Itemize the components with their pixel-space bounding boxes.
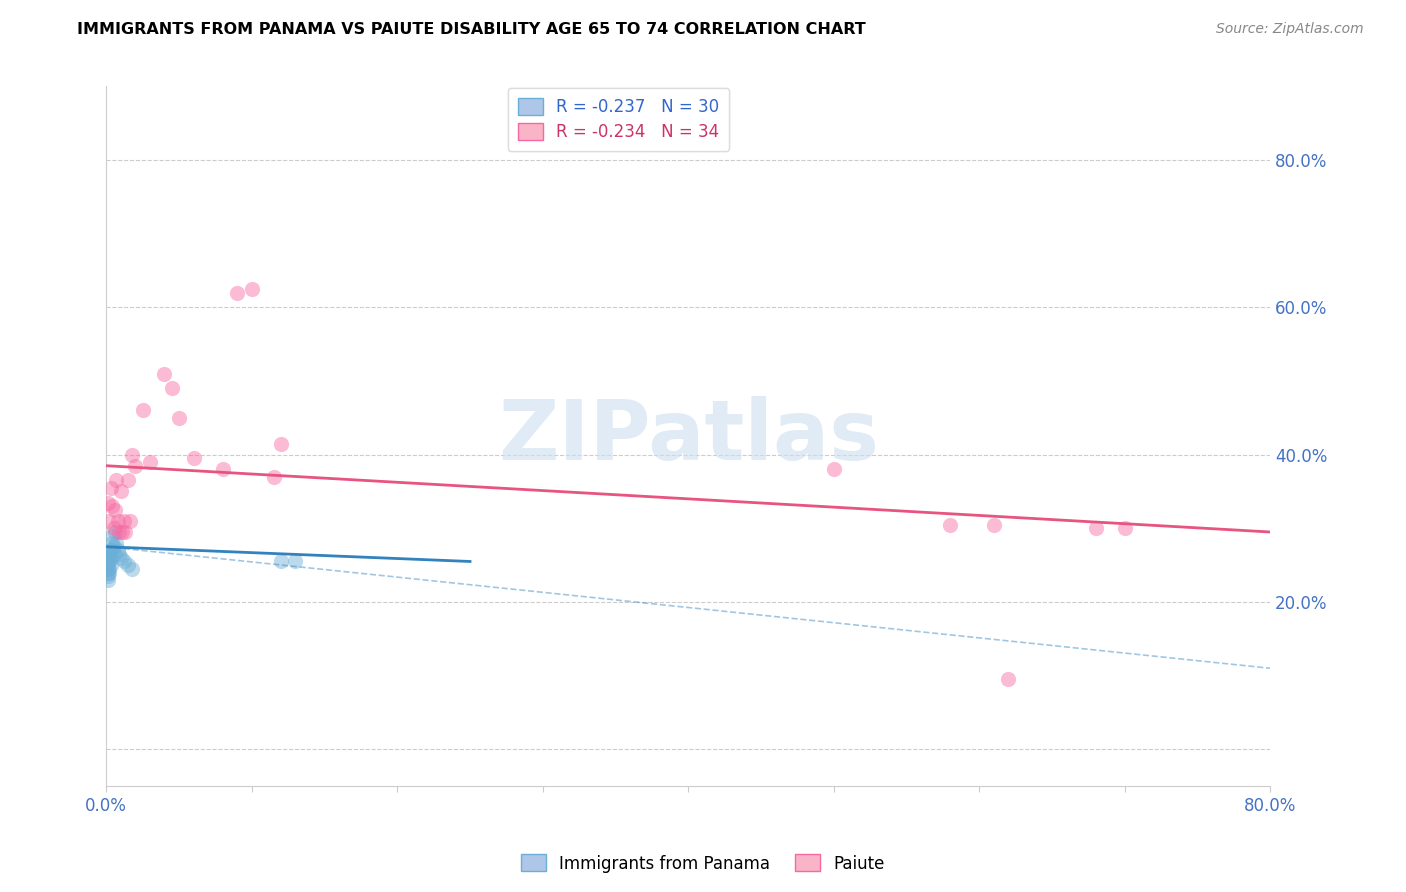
Point xyxy=(100,543,122,558)
Point xyxy=(823,462,845,476)
Point xyxy=(105,474,128,488)
Point xyxy=(939,517,962,532)
Point xyxy=(153,367,176,381)
Legend: Immigrants from Panama, Paiute: Immigrants from Panama, Paiute xyxy=(515,847,891,880)
Point xyxy=(117,558,139,573)
Point xyxy=(124,458,146,473)
Point xyxy=(121,448,143,462)
Point xyxy=(110,550,132,565)
Point xyxy=(97,569,120,583)
Text: IMMIGRANTS FROM PANAMA VS PAIUTE DISABILITY AGE 65 TO 74 CORRELATION CHART: IMMIGRANTS FROM PANAMA VS PAIUTE DISABIL… xyxy=(77,22,866,37)
Point xyxy=(226,285,249,300)
Point xyxy=(167,410,190,425)
Point xyxy=(98,547,121,561)
Point xyxy=(121,562,143,576)
Point xyxy=(160,381,183,395)
Text: Source: ZipAtlas.com: Source: ZipAtlas.com xyxy=(1216,22,1364,37)
Point xyxy=(98,566,121,580)
Point xyxy=(263,469,285,483)
Point xyxy=(211,462,233,476)
Point xyxy=(983,517,1005,532)
Point xyxy=(1114,521,1136,535)
Point xyxy=(105,536,128,550)
Point xyxy=(101,536,124,550)
Point xyxy=(97,573,120,587)
Point xyxy=(270,554,292,568)
Point xyxy=(104,503,127,517)
Point xyxy=(108,547,131,561)
Point xyxy=(103,547,125,561)
Point xyxy=(103,521,125,535)
Point xyxy=(97,550,120,565)
Point xyxy=(108,524,131,539)
Point xyxy=(101,529,124,543)
Point xyxy=(100,481,122,495)
Point xyxy=(112,554,135,568)
Point xyxy=(98,562,121,576)
Point xyxy=(98,543,121,558)
Point xyxy=(117,474,139,488)
Point xyxy=(100,550,122,565)
Point xyxy=(131,403,153,417)
Point xyxy=(118,514,141,528)
Point xyxy=(103,540,125,554)
Point xyxy=(240,282,263,296)
Point xyxy=(98,514,121,528)
Point xyxy=(97,554,120,568)
Point xyxy=(111,524,134,539)
Point xyxy=(97,558,120,573)
Point xyxy=(97,562,120,576)
Point xyxy=(1084,521,1107,535)
Point xyxy=(97,495,120,509)
Point xyxy=(183,451,205,466)
Point xyxy=(112,514,135,528)
Point xyxy=(101,500,124,514)
Text: ZIPatlas: ZIPatlas xyxy=(498,396,879,476)
Point xyxy=(107,543,129,558)
Point xyxy=(107,514,129,528)
Point xyxy=(98,554,121,568)
Legend: R = -0.237   N = 30, R = -0.234   N = 34: R = -0.237 N = 30, R = -0.234 N = 34 xyxy=(508,87,730,151)
Point xyxy=(110,484,132,499)
Point xyxy=(104,524,127,539)
Point xyxy=(114,524,136,539)
Point xyxy=(139,455,162,469)
Point xyxy=(97,566,120,580)
Point xyxy=(997,673,1019,687)
Point xyxy=(284,554,307,568)
Point xyxy=(97,547,120,561)
Point xyxy=(270,436,292,450)
Point xyxy=(100,558,122,573)
